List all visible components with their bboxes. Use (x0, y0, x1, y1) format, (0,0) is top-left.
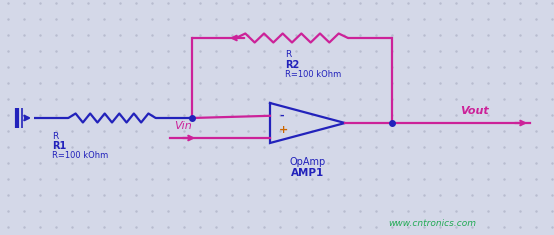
Text: -: - (279, 111, 284, 121)
Text: www.cntronics.com: www.cntronics.com (388, 219, 476, 228)
Text: R1: R1 (52, 141, 66, 151)
Text: R=100 kOhm: R=100 kOhm (52, 151, 108, 160)
Text: R2: R2 (285, 60, 299, 70)
Text: OpAmp: OpAmp (289, 157, 326, 167)
Text: R: R (285, 50, 291, 59)
Text: +: + (279, 125, 288, 135)
Text: AMP1: AMP1 (291, 168, 324, 178)
Text: Vin: Vin (174, 121, 192, 131)
Text: R: R (52, 132, 58, 141)
Text: Vout: Vout (460, 106, 489, 116)
Text: R=100 kOhm: R=100 kOhm (285, 70, 341, 79)
